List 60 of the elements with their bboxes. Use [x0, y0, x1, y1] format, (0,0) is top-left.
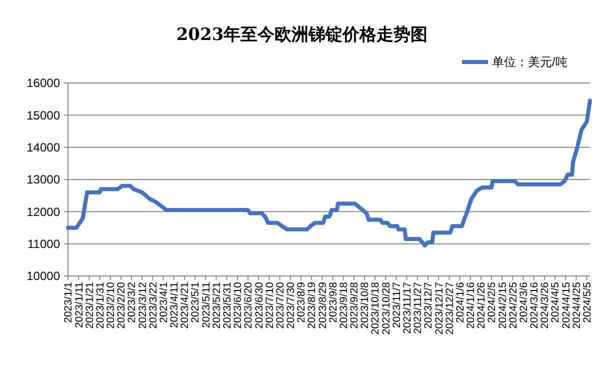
- x-tick-label: 2023/10/8: [359, 282, 372, 329]
- x-tick-label: 2023/11/27: [412, 282, 424, 334]
- x-tick-label: 2023/1/31: [94, 282, 106, 329]
- x-tick-label: 2023/10/28: [380, 282, 392, 335]
- x-tick-label: 2023/3/2: [126, 282, 138, 323]
- y-tick-label: 11000: [28, 237, 60, 252]
- x-tick-label: 2023/10/18: [370, 282, 382, 335]
- x-tick-label: 2023/1/21: [84, 282, 96, 329]
- x-tick-label: 2023/4/11: [168, 282, 181, 328]
- chart-title: 2023年至今欧洲锑锭价格走势图: [176, 25, 428, 45]
- x-tick-label: 2023/3/12: [136, 282, 149, 329]
- x-tick-label: 2023/6/10: [232, 282, 244, 329]
- x-tick-label: 2023/12/17: [433, 282, 446, 335]
- x-tick-label: 2023/6/30: [253, 282, 266, 329]
- x-tick-label: 2023/9/8: [327, 282, 340, 323]
- x-tick-label: 2024/4/15: [560, 282, 572, 329]
- x-tick-label: 2023/1/1: [62, 282, 75, 323]
- x-tick-label: 2023/11/17: [402, 282, 414, 334]
- y-tick-label: 15000: [26, 108, 60, 122]
- x-tick-label: 2023/4/21: [179, 282, 192, 329]
- x-tick-label: 2024/2/15: [496, 282, 509, 329]
- x-tick-label: 2024/4/5: [550, 282, 562, 323]
- legend-label: 单位：美元/吨: [492, 55, 568, 70]
- x-tick-label: 2023/5/1: [190, 282, 202, 323]
- x-tick-label: 2023/8/9: [296, 282, 308, 323]
- x-tick-label: 2024/1/6: [454, 282, 466, 323]
- x-tick-label: 2023/9/18: [338, 282, 350, 329]
- y-tick-label: 13000: [26, 172, 60, 187]
- x-tick-label: 2023/4/1: [158, 282, 170, 323]
- y-tick-label: 16000: [26, 76, 60, 90]
- x-tick-label: 2023/9/28: [348, 282, 361, 329]
- x-tick-label: 2024/3/26: [539, 282, 552, 329]
- x-tick-label: 2023/12/27: [444, 282, 456, 335]
- x-tick-label: 2023/5/21: [210, 282, 223, 329]
- x-tick-label: 2023/3/22: [147, 282, 160, 329]
- x-tick-label: 2023/2/10: [105, 282, 118, 329]
- line-series: [66, 98, 592, 248]
- x-tick-label: 2024/1/26: [476, 282, 488, 329]
- x-tick-label: 2024/3/16: [528, 282, 541, 329]
- x-tick-label: 2023/5/31: [222, 282, 234, 329]
- x-tick-label: 2023/7/20: [274, 282, 286, 329]
- x-tick-label: 2023/8/19: [306, 282, 318, 329]
- x-tick-label: 2023/7/10: [264, 282, 276, 329]
- x-tick-label: 2023/2/20: [116, 282, 128, 329]
- x-tick-label: 2023/6/20: [242, 282, 255, 329]
- x-tick-label: 2024/4/25: [570, 282, 583, 329]
- x-tick-label: 2024/5/5: [582, 282, 594, 323]
- x-tick-label: 2023/8/29: [316, 282, 329, 329]
- x-tick-label: 2023/7/30: [285, 282, 298, 329]
- y-tick-label: 14000: [26, 140, 60, 155]
- x-tick-label: 2024/1/16: [465, 282, 478, 329]
- y-tick-label: 10000: [26, 269, 60, 284]
- x-tick-label: 2024/3/6: [518, 282, 530, 323]
- x-tick-label: 2023/1/11: [73, 282, 86, 328]
- x-tick-label: 2023/5/11: [200, 282, 212, 328]
- x-tick-label: 2024/2/25: [507, 282, 520, 329]
- x-tick-label: 2023/12/7: [422, 282, 435, 329]
- y-tick-label: 12000: [26, 204, 60, 219]
- x-tick-label: 2023/11/7: [390, 282, 403, 328]
- x-tick-label: 2024/2/5: [486, 282, 498, 323]
